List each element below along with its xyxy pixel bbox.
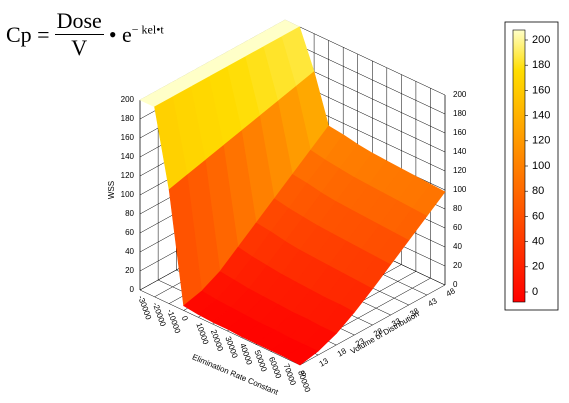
- base: • e: [108, 21, 132, 47]
- z-tick-label: 60: [125, 228, 134, 237]
- z-tick-label: 0: [453, 280, 458, 289]
- formula-fraction: Dose V: [54, 8, 104, 61]
- colorbar-label: 20: [532, 261, 544, 273]
- x-tick-label: 50000: [253, 349, 269, 374]
- colorbar-label: 180: [532, 59, 550, 71]
- z-tick-label: 100: [121, 190, 135, 199]
- z-tick-label: 140: [453, 147, 467, 156]
- surface-patch: [284, 344, 319, 366]
- z-tick-label: 40: [125, 247, 134, 256]
- wall-grid-line: [284, 38, 446, 115]
- colorbar-label: 60: [532, 210, 544, 222]
- x-tick-label: 20000: [209, 328, 225, 353]
- x-tick-label: 70000: [282, 363, 298, 388]
- x-axis-title: Elimination Rate Constant: [191, 352, 280, 397]
- colorbar-label: 120: [532, 135, 550, 147]
- z-tick-label: 120: [453, 166, 467, 175]
- z-tick-label: 20: [125, 266, 134, 275]
- denominator: V: [71, 35, 88, 60]
- x-tick-label: -20000: [151, 301, 168, 328]
- z-axis-title: WSS: [107, 181, 116, 199]
- z-tick-label: 200: [121, 95, 135, 104]
- z-tick-label: 160: [121, 133, 135, 142]
- x-tick-label: 40000: [238, 342, 254, 367]
- y-tick-label: 8: [300, 368, 309, 378]
- y-tick-label: 43: [426, 296, 439, 309]
- z-tick-label: 80: [125, 209, 134, 218]
- colorbar-label: 100: [532, 160, 550, 172]
- numerator: Dose: [54, 8, 104, 35]
- formula: Cp = Dose V • e− kel•t: [6, 8, 164, 61]
- x-tick-label: -30000: [136, 294, 153, 321]
- colorbar-label: 0: [532, 286, 538, 298]
- z-tick-label: 120: [121, 171, 135, 180]
- y-axis-title: Volume of Distribution: [349, 309, 421, 356]
- z-tick-label: 100: [453, 185, 467, 194]
- y-tick-label: 18: [336, 346, 349, 359]
- formula-base: • e− kel•t: [109, 22, 164, 48]
- colorbar-label: 160: [532, 84, 550, 96]
- surface: [139, 19, 446, 366]
- formula-lhs: Cp =: [6, 21, 50, 47]
- colorbar-label: 40: [532, 236, 544, 248]
- colorbar-label: 200: [532, 34, 550, 46]
- floor-grid-line: [139, 289, 301, 366]
- colorbar-frame: [504, 21, 559, 311]
- colorbar-label: 80: [532, 185, 544, 197]
- z-tick-label: 0: [130, 285, 135, 294]
- z-tick-label: 180: [453, 109, 467, 118]
- x-tick-label: 30000: [223, 335, 239, 360]
- y-tick-label: 13: [318, 356, 331, 369]
- x-tick-label: 10000: [194, 322, 210, 347]
- x-tick-label: -10000: [165, 308, 182, 335]
- z-tick-label: 140: [121, 152, 135, 161]
- z-tick-label: 20: [453, 261, 462, 270]
- z-tick-label: 200: [453, 90, 467, 99]
- z-tick-label: 180: [121, 114, 135, 123]
- exponent: − kel•t: [131, 22, 164, 37]
- x-tick-label: 0: [180, 315, 190, 323]
- wall-grid-line: [284, 19, 446, 96]
- z-tick-label: 40: [453, 242, 462, 251]
- colorbar: [512, 29, 526, 303]
- z-tick-label: 60: [453, 223, 462, 232]
- z-tick-label: 160: [453, 128, 467, 137]
- x-tick-label: 60000: [267, 356, 283, 381]
- colorbar-label: 140: [532, 110, 550, 122]
- z-tick-label: 80: [453, 204, 462, 213]
